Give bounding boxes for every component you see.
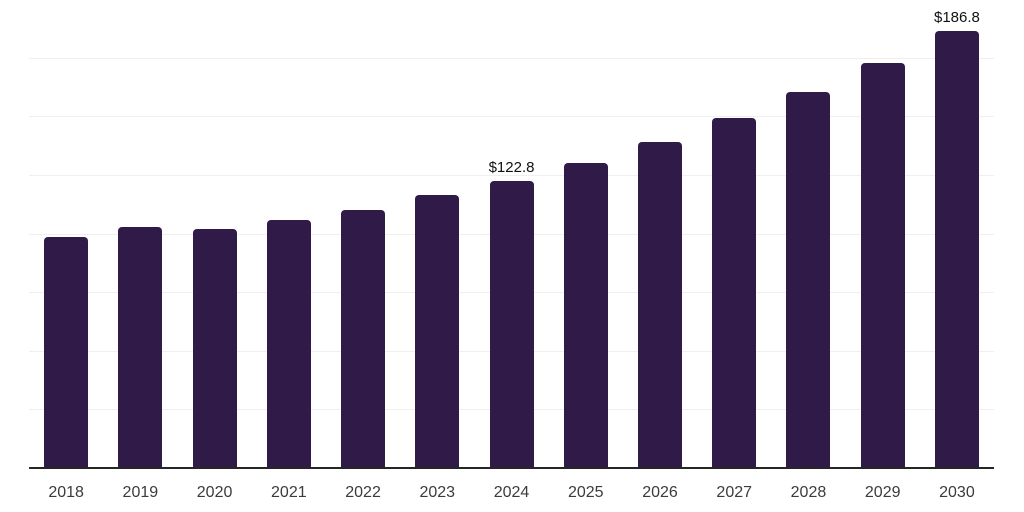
x-tick-label-2019: 2019 [122,484,159,501]
bar-slot-2027 [697,0,771,469]
x-tick-label-2028: 2028 [790,484,827,501]
data-label-2030: $186.8 [933,8,980,26]
x-tick-label-2020: 2020 [196,484,233,501]
bar-2019 [118,227,163,469]
bar-2023 [415,194,460,469]
bar-slot-2030: $186.8 [920,0,994,469]
bar-slot-2025 [549,0,623,469]
plot-area: $122.8 $186.8 [29,0,994,469]
x-tick-label-2029: 2029 [864,484,901,501]
bar-slot-2029 [846,0,920,469]
x-tick-label-2027: 2027 [716,484,753,501]
gridline-150 [29,116,994,118]
bar-slot-2020 [177,0,251,469]
x-tick-label-2018: 2018 [48,484,84,501]
x-tick-label-2025: 2025 [567,484,604,501]
x-tick-label-2030: 2030 [939,484,975,501]
bar-2024 [489,181,534,469]
x-tick-label-2026: 2026 [642,484,678,501]
bars-container: $122.8 $186.8 [29,0,994,469]
bar-2020 [192,228,237,469]
bar-slot-2021 [252,0,326,469]
bar-2027 [712,118,757,469]
bar-2021 [266,219,311,469]
data-label-2024: $122.8 [488,159,535,177]
gridline-175 [29,57,994,59]
bar-slot-2022 [326,0,400,469]
bar-slot-2028 [771,0,845,469]
bar-slot-2023 [400,0,474,469]
x-tick-label-2021: 2021 [271,484,307,501]
bar-2028 [786,92,831,469]
x-tick-label-2023: 2023 [419,484,456,501]
bar-2025 [563,162,608,469]
x-tick-label-2024: 2024 [493,484,530,501]
bar-slot-2026 [623,0,697,469]
bar-2022 [341,210,386,469]
bar-2029 [860,63,905,469]
bar-2018 [44,236,89,469]
x-axis-tick-labels: 2018 2019 2020 2021 2022 2023 2024 2025 2026 2027… [29,471,994,501]
bar-2030 [934,30,979,469]
bar-slot-2024: $122.8 [474,0,548,469]
x-tick-label-2022: 2022 [345,484,381,501]
bar-slot-2019 [103,0,177,469]
x-axis-line [29,467,994,469]
bar-slot-2018 [29,0,103,469]
gridline-125 [29,174,994,176]
bar-2026 [637,141,682,469]
